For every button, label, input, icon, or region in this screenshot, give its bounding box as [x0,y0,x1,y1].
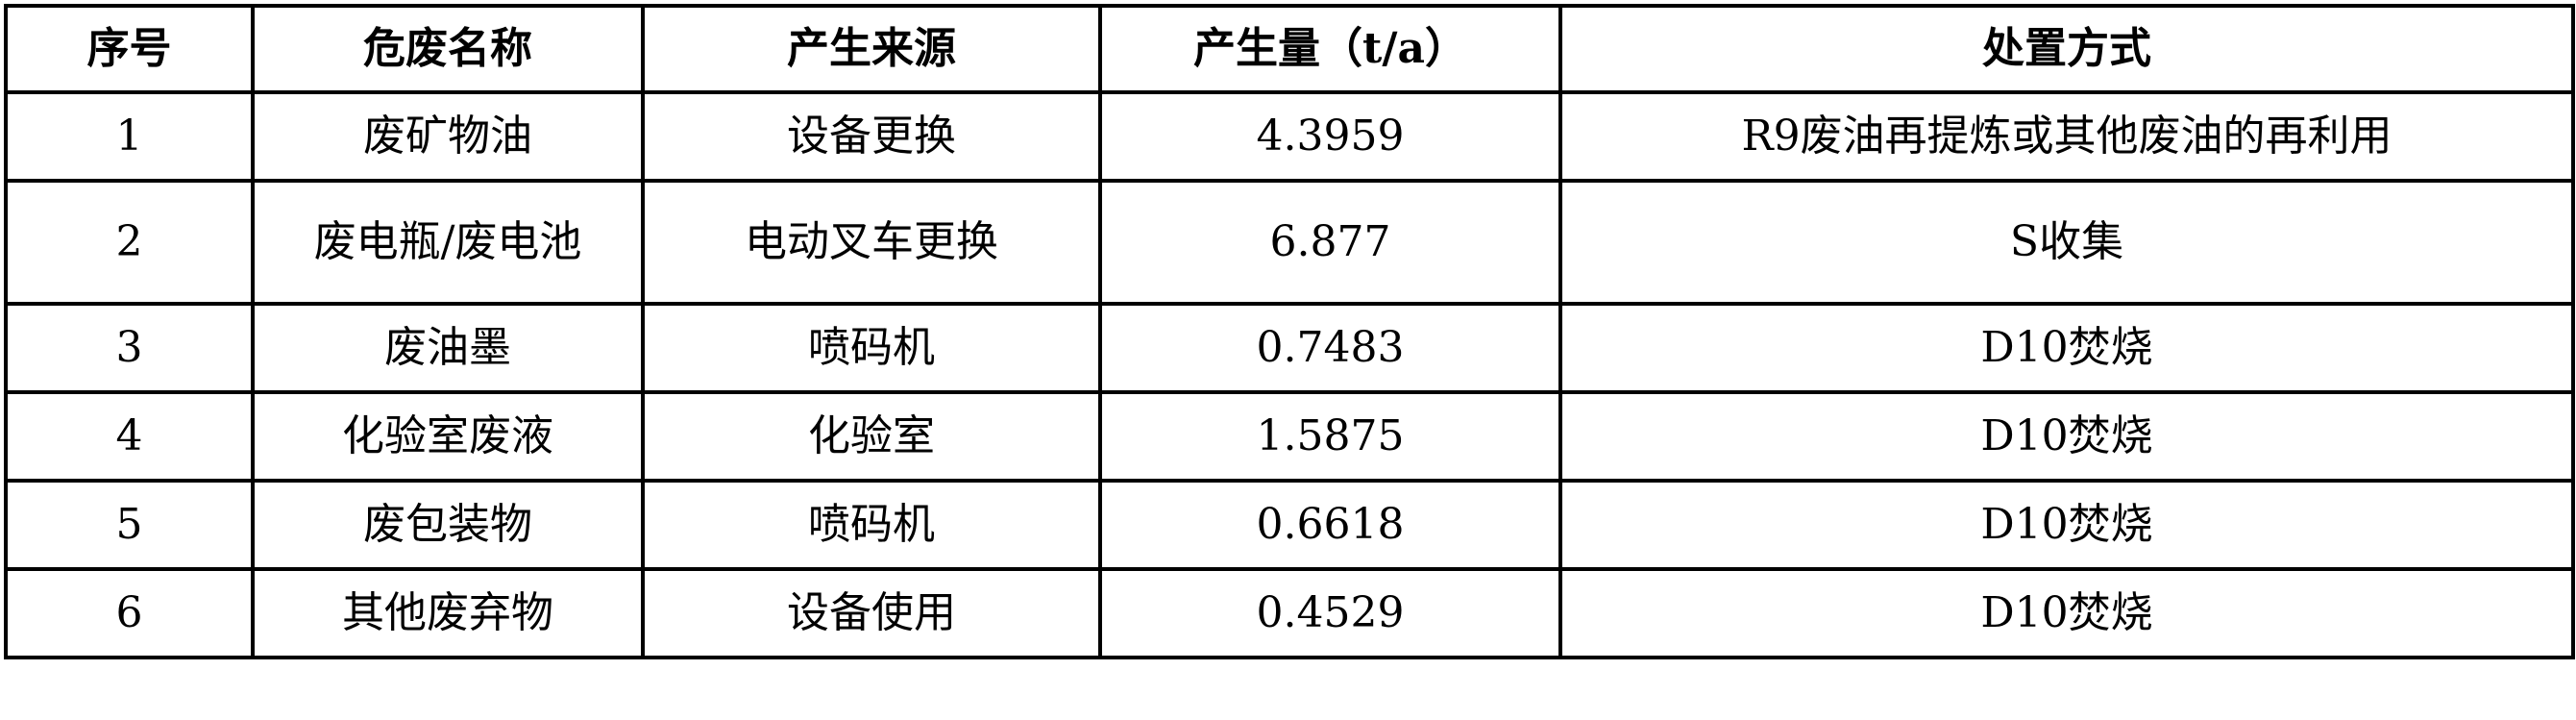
cell-disposal: D10焚烧 [1558,302,2575,394]
cell-disposal: D10焚烧 [1558,390,2575,483]
cell-amount: 4.3959 [1098,90,1562,183]
cell-disposal: S收集 [1558,179,2575,306]
cell-name: 废矿物油 [251,90,645,183]
header-source: 产生来源 [641,4,1102,94]
cell-name: 其他废弃物 [251,567,645,659]
header-row: 序号 危废名称 产生来源 产生量（t/a） 处置方式 [4,4,2575,94]
cell-amount: 1.5875 [1098,390,1562,483]
cell-index: 2 [4,179,255,306]
header-name: 危废名称 [251,4,645,94]
cell-disposal: R9废油再提炼或其他废油的再利用 [1558,90,2575,183]
cell-source: 喷码机 [641,479,1102,571]
table-row: 4 化验室废液 化验室 1.5875 D10焚烧 [4,390,2575,483]
table-row: 1 废矿物油 设备更换 4.3959 R9废油再提炼或其他废油的再利用 [4,90,2575,183]
header-disposal: 处置方式 [1558,4,2575,94]
cell-disposal: D10焚烧 [1558,479,2575,571]
header-amount: 产生量（t/a） [1098,4,1562,94]
hazardous-waste-table: 序号 危废名称 产生来源 产生量（t/a） 处置方式 1 废矿物油 设备更换 4… [4,4,2575,659]
cell-disposal: D10焚烧 [1558,567,2575,659]
cell-index: 1 [4,90,255,183]
cell-amount: 6.877 [1098,179,1562,306]
cell-source: 设备使用 [641,567,1102,659]
header-index: 序号 [4,4,255,94]
cell-index: 6 [4,567,255,659]
cell-name: 化验室废液 [251,390,645,483]
table-row: 6 其他废弃物 设备使用 0.4529 D10焚烧 [4,567,2575,659]
table-row: 5 废包装物 喷码机 0.6618 D10焚烧 [4,479,2575,571]
cell-source: 设备更换 [641,90,1102,183]
cell-index: 5 [4,479,255,571]
cell-source: 喷码机 [641,302,1102,394]
cell-source: 化验室 [641,390,1102,483]
table-row: 3 废油墨 喷码机 0.7483 D10焚烧 [4,302,2575,394]
cell-index: 4 [4,390,255,483]
cell-name: 废电瓶/废电池 [251,179,645,306]
cell-name: 废包装物 [251,479,645,571]
cell-amount: 0.6618 [1098,479,1562,571]
cell-amount: 0.7483 [1098,302,1562,394]
cell-name: 废油墨 [251,302,645,394]
cell-amount: 0.4529 [1098,567,1562,659]
cell-source: 电动叉车更换 [641,179,1102,306]
table-row: 2 废电瓶/废电池 电动叉车更换 6.877 S收集 [4,179,2575,306]
cell-index: 3 [4,302,255,394]
